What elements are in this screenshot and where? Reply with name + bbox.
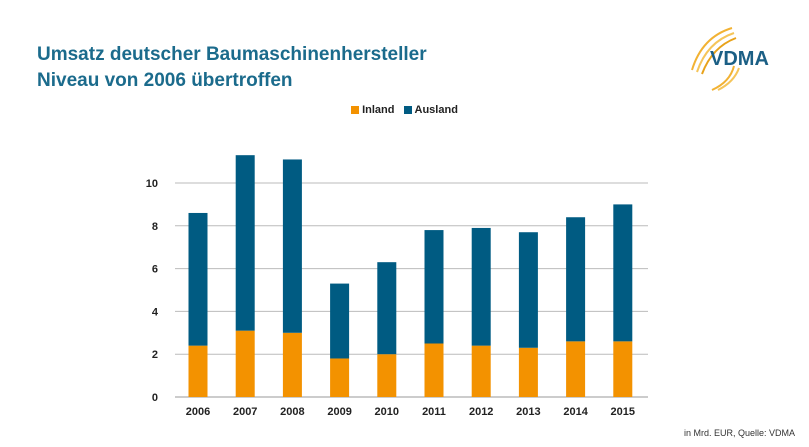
- bar-ausland-2011: [424, 230, 444, 344]
- x-tick-label: 2015: [611, 406, 635, 418]
- y-tick-label: 0: [152, 392, 158, 404]
- title-line-2: Niveau von 2006 übertroffen: [37, 70, 293, 91]
- bar-ausland-2009: [330, 283, 350, 359]
- bar-ausland-2013: [518, 232, 538, 348]
- source-note: in Mrd. EUR, Quelle: VDMA: [683, 428, 795, 438]
- y-tick-label: 2: [152, 349, 158, 361]
- x-tick-label: 2013: [516, 406, 540, 418]
- y-tick-label: 8: [152, 221, 158, 233]
- x-tick-label: 2006: [186, 406, 210, 418]
- legend-label: Inland: [362, 104, 395, 116]
- x-tick-label: 2008: [280, 406, 304, 418]
- bar-ausland-2010: [377, 262, 397, 355]
- x-tick-label: 2014: [563, 406, 588, 418]
- bar-inland-2012: [471, 345, 491, 397]
- svg-text:VDMA: VDMA: [710, 48, 769, 70]
- x-tick-label: 2012: [469, 406, 493, 418]
- bar-inland-2006: [188, 345, 208, 397]
- y-tick-label: 6: [152, 264, 158, 276]
- bar-inland-2008: [282, 332, 302, 397]
- bar-ausland-2012: [471, 227, 491, 346]
- title-line-1: Umsatz deutscher Baumaschinenhersteller: [37, 44, 427, 65]
- bar-inland-2007: [235, 330, 255, 397]
- bar-inland-2015: [613, 341, 633, 397]
- bar-ausland-2014: [566, 217, 586, 342]
- legend-label: Ausland: [414, 104, 458, 116]
- legend: Inland Ausland: [0, 104, 809, 117]
- bar-ausland-2015: [613, 204, 633, 342]
- bar-inland-2011: [424, 343, 444, 397]
- bar-ausland-2008: [282, 159, 302, 333]
- x-tick-label: 2011: [422, 406, 446, 418]
- bar-inland-2009: [330, 358, 350, 397]
- legend-swatch: [403, 106, 412, 114]
- y-tick-label: 10: [146, 178, 158, 190]
- legend-item-ausland: Ausland: [403, 104, 458, 116]
- legend-swatch: [351, 106, 360, 114]
- y-tick-label: 4: [152, 306, 159, 318]
- bar-ausland-2006: [188, 212, 208, 346]
- bar-inland-2014: [566, 341, 586, 397]
- legend-item-inland: Inland: [351, 104, 394, 116]
- x-tick-label: 2010: [375, 406, 399, 418]
- x-tick-label: 2009: [327, 406, 351, 418]
- bar-ausland-2007: [235, 155, 255, 331]
- vdma-logo: VDMA: [691, 27, 769, 91]
- x-tick-label: 2007: [233, 406, 257, 418]
- bar-inland-2013: [518, 347, 538, 397]
- bar-inland-2010: [377, 354, 397, 397]
